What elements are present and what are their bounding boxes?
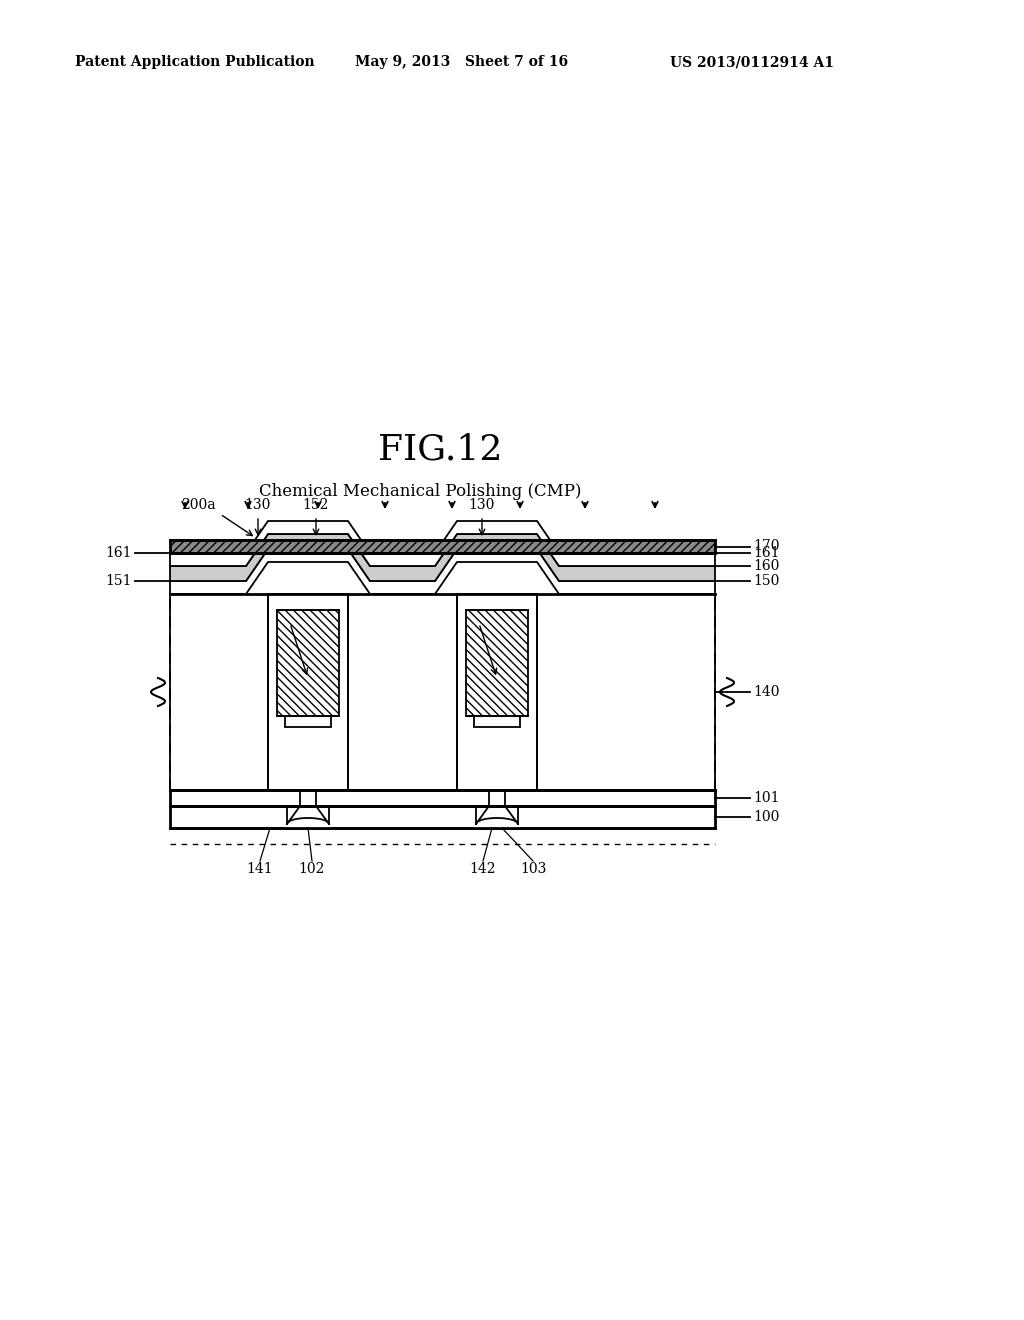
Text: 170: 170 xyxy=(753,540,779,553)
Text: May 9, 2013   Sheet 7 of 16: May 9, 2013 Sheet 7 of 16 xyxy=(355,55,568,69)
Bar xyxy=(339,594,348,789)
Bar xyxy=(285,715,331,727)
Bar xyxy=(170,807,715,828)
Text: 141: 141 xyxy=(247,862,273,876)
Bar xyxy=(268,594,348,789)
Bar xyxy=(348,594,457,789)
Bar xyxy=(285,807,331,828)
Bar xyxy=(170,789,715,807)
Bar xyxy=(474,807,520,828)
Text: Patent Application Publication: Patent Application Publication xyxy=(75,55,314,69)
Bar xyxy=(268,594,278,789)
Polygon shape xyxy=(170,535,715,581)
Bar xyxy=(457,594,537,789)
Bar xyxy=(278,610,339,715)
Polygon shape xyxy=(170,521,715,566)
Text: 200a: 200a xyxy=(181,498,216,512)
Bar xyxy=(457,594,466,789)
Bar xyxy=(528,594,537,789)
Text: 161: 161 xyxy=(753,546,779,560)
Text: 160: 160 xyxy=(753,558,779,573)
Text: 150: 150 xyxy=(753,574,779,587)
Text: 152: 152 xyxy=(303,498,329,512)
Bar xyxy=(485,789,509,807)
Text: 142: 142 xyxy=(470,862,497,876)
Text: 130: 130 xyxy=(245,498,271,512)
Text: 101: 101 xyxy=(753,791,779,805)
Text: 130: 130 xyxy=(469,498,496,512)
Polygon shape xyxy=(170,549,715,594)
Bar xyxy=(474,715,520,727)
Text: 161: 161 xyxy=(105,546,132,560)
Text: 103: 103 xyxy=(520,862,546,876)
Bar xyxy=(466,610,528,715)
Text: 151: 151 xyxy=(105,574,132,587)
Text: FIG.12: FIG.12 xyxy=(378,433,502,467)
Text: 102: 102 xyxy=(299,862,326,876)
Text: Chemical Mechanical Polishing (CMP): Chemical Mechanical Polishing (CMP) xyxy=(259,483,582,500)
Text: 140: 140 xyxy=(753,685,779,700)
Text: US 2013/0112914 A1: US 2013/0112914 A1 xyxy=(670,55,834,69)
Bar xyxy=(296,789,319,807)
Bar xyxy=(170,540,715,553)
Text: 100: 100 xyxy=(753,810,779,824)
Bar xyxy=(170,594,268,789)
Bar xyxy=(537,594,715,789)
